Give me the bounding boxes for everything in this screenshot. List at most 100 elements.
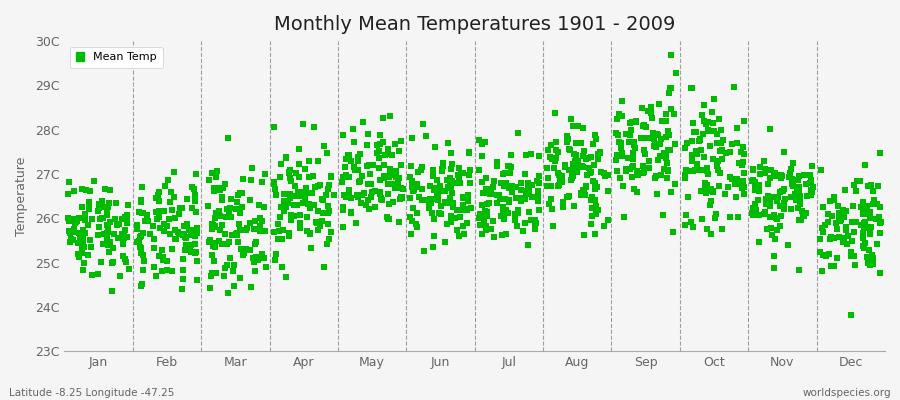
Point [342,187,356,194]
Point [341,192,356,199]
Point [100,209,114,216]
Point [680,140,694,146]
Point [508,217,522,224]
Point [839,208,853,214]
Point [767,212,781,218]
Point [783,170,797,176]
Point [140,212,155,218]
Point [389,174,403,181]
Point [215,194,230,200]
Point [598,170,612,176]
Point [569,152,583,158]
Point [152,208,166,214]
Point [112,221,127,228]
Point [444,183,458,190]
Point [610,116,625,122]
Point [130,239,144,246]
Point [321,221,336,227]
Point [567,202,581,209]
Point [253,215,267,221]
Point [445,178,459,184]
Point [579,184,593,190]
Point [321,186,336,192]
Point [635,123,650,129]
Point [271,221,285,227]
Point [712,116,726,123]
Point [300,228,314,234]
Point [678,172,692,178]
Point [282,233,296,240]
Point [636,170,651,176]
Point [100,236,114,242]
Point [435,211,449,217]
Point [426,173,440,180]
Point [169,236,184,242]
Point [842,232,856,239]
Point [134,199,148,206]
Point [270,236,284,242]
Point [273,214,287,221]
Point [94,198,109,204]
Point [793,193,807,200]
Point [615,150,629,156]
Point [614,142,628,149]
Point [867,197,881,203]
Point [116,235,130,242]
Point [553,176,567,183]
Point [612,111,626,117]
Point [748,186,762,193]
Point [444,219,458,225]
Point [167,236,182,242]
Point [448,215,463,221]
Point [767,252,781,259]
Point [218,265,232,271]
Point [824,262,839,269]
Point [623,166,637,172]
Point [763,203,778,209]
Point [338,164,353,170]
Point [344,158,358,164]
Point [148,209,163,215]
Point [544,142,559,149]
Point [440,177,454,184]
Point [313,223,328,229]
Point [269,250,284,257]
Point [522,209,536,216]
Point [455,223,470,230]
Point [405,184,419,190]
Point [577,187,591,194]
Point [530,198,544,204]
Point [382,201,396,207]
Point [131,209,146,216]
Point [836,238,850,245]
Point [130,226,144,232]
Point [659,118,673,124]
Point [463,149,477,155]
Point [224,232,238,238]
Point [238,246,253,252]
Point [744,210,759,216]
Point [549,147,563,153]
Point [385,168,400,175]
Point [634,135,648,141]
Point [182,227,196,233]
Point [364,189,379,196]
Point [461,192,475,198]
Point [432,210,446,216]
Point [358,202,373,208]
Point [859,225,873,231]
Point [452,174,466,180]
Point [816,229,831,236]
Point [767,264,781,271]
Point [227,262,241,268]
Point [730,176,744,182]
Point [873,218,887,225]
Point [823,235,837,242]
Point [799,209,814,216]
Point [296,189,310,196]
Point [545,206,560,212]
Point [644,114,659,121]
Point [231,220,246,227]
Point [361,196,375,203]
Point [735,162,750,168]
